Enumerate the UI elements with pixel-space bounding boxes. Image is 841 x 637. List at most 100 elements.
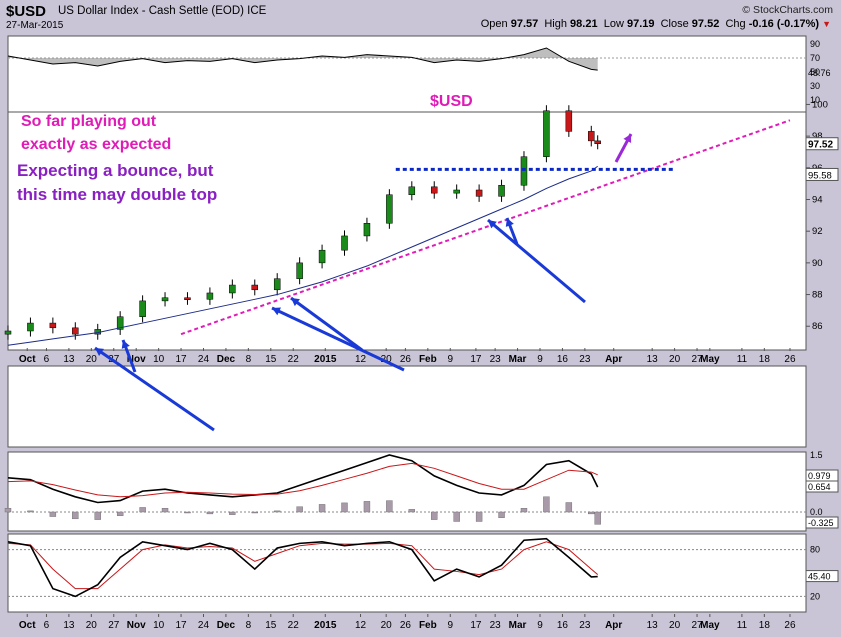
- price-current-label: 97.52: [808, 140, 833, 151]
- description-label: US Dollar Index - Cash Settle (EOD) ICE: [58, 5, 267, 17]
- macd-histogram-bar: [27, 510, 34, 513]
- macd-histogram-bar: [453, 511, 460, 522]
- x-tick-label: 23: [490, 354, 502, 365]
- x-tick-label: 23: [579, 354, 591, 365]
- arrow-dec-low-1: [271, 306, 405, 372]
- stochastic-tick-label: 20: [810, 591, 820, 601]
- candle-body: [72, 327, 79, 335]
- macd-value-label: 0.979: [808, 471, 831, 481]
- brand-label[interactable]: © StockCharts.com: [742, 4, 833, 16]
- candle-body: [139, 300, 146, 317]
- x-tick-label: 27: [691, 354, 703, 365]
- x-tick-label: 24: [198, 354, 210, 365]
- x-tick-label: 26: [784, 620, 796, 631]
- x-tick-label: 9: [537, 354, 543, 365]
- x-tick-label: 23: [490, 620, 502, 631]
- close-label: Close: [660, 18, 689, 30]
- candle-body: [296, 262, 303, 279]
- x-tick-label: 16: [557, 620, 569, 631]
- candle-body: [273, 278, 281, 291]
- x-tick-label: Dec: [217, 354, 236, 365]
- macd-histogram-bar: [386, 500, 393, 513]
- macd-histogram-bar: [431, 511, 438, 520]
- stochastic-tick-label: 80: [810, 545, 820, 555]
- open-label: Open: [480, 18, 508, 30]
- x-tick-label: 6: [44, 620, 50, 631]
- x-tick-label: 20: [381, 354, 393, 365]
- high-value: 98.21: [570, 18, 598, 30]
- x-tick-label: 18: [759, 620, 771, 631]
- arrow-feb-low-1-head: [488, 220, 497, 229]
- macd-histogram-bar: [251, 511, 258, 514]
- candle-body: [229, 284, 236, 294]
- price-tick-label: 98: [812, 131, 823, 142]
- low-value: 97.19: [626, 18, 655, 30]
- price-tick-label: 92: [812, 226, 823, 237]
- x-tick-label: 20: [669, 354, 681, 365]
- rsi-tick-label: 90: [810, 39, 820, 49]
- macd-label-box: [805, 480, 839, 493]
- x-tick-label: 23: [579, 620, 591, 631]
- candle-body: [543, 110, 550, 157]
- macd-histogram-bar: [475, 511, 483, 522]
- close-value: 97.52: [691, 18, 720, 30]
- macd-label-box: [805, 516, 839, 529]
- x-tick-label: Oct: [19, 354, 36, 365]
- stochastic-d-line: [7, 541, 599, 590]
- symbol-label: $USD: [6, 3, 47, 20]
- rsi-tick-label: 50: [810, 67, 820, 77]
- x-tick-label: 16: [557, 354, 569, 365]
- macd-histogram-bar: [139, 507, 146, 513]
- macd-histogram-bar: [72, 511, 79, 520]
- x-tick-label: Mar: [509, 620, 527, 631]
- x-tick-label: Apr: [605, 620, 622, 631]
- stochastic-k-line: [7, 537, 598, 598]
- candle-body: [594, 140, 601, 144]
- x-tick-label: 9: [537, 620, 543, 631]
- ma-current-label: 95.58: [808, 170, 832, 181]
- macd-line: [7, 454, 599, 504]
- x-tick-label: Oct: [19, 620, 36, 631]
- x-tick-label: May: [700, 354, 720, 365]
- price-tick-label: 90: [812, 258, 823, 269]
- x-tick-label: 17: [470, 620, 482, 631]
- macd-histogram-bar: [206, 511, 214, 515]
- x-tick-label: 15: [265, 620, 277, 631]
- macd-histogram-bar: [520, 508, 528, 513]
- x-tick-label: 17: [175, 354, 187, 365]
- candle-body: [206, 292, 214, 300]
- x-tick-label: 6: [44, 354, 50, 365]
- macd-value-label: -0.325: [808, 518, 834, 528]
- candle-body: [430, 186, 438, 194]
- candle-body: [453, 189, 460, 194]
- candle-body: [363, 223, 371, 237]
- x-tick-label: 20: [669, 620, 681, 631]
- annotation-line-2: exactly as expected: [21, 136, 172, 153]
- quote-bar: Open 97.57 High 98.21 Low 97.19 Close 97…: [481, 18, 831, 30]
- x-tick-label: 22: [288, 620, 300, 631]
- arrow-feb-low-1: [487, 218, 586, 304]
- macd-tick-label: 0.0: [810, 507, 823, 517]
- arrow-oct-low-head: [95, 348, 104, 357]
- high-label: High: [544, 18, 567, 30]
- x-tick-label: Feb: [419, 620, 437, 631]
- x-tick-label: 2015: [314, 620, 337, 631]
- x-tick-label: 15: [265, 354, 277, 365]
- candle-body: [565, 110, 573, 132]
- x-tick-label: 27: [108, 620, 120, 631]
- macd-value-label: 0.654: [808, 482, 831, 492]
- chg-value: -0.16 (-0.17%): [748, 18, 820, 30]
- x-tick-label: 10: [153, 620, 165, 631]
- x-tick-label: 13: [647, 354, 659, 365]
- stochastic-panel: [7, 533, 807, 613]
- candle-body: [408, 186, 416, 195]
- x-tick-label: 27: [691, 620, 703, 631]
- price-tick-label: 88: [812, 290, 823, 301]
- annotation-line-4: this time may double top: [17, 185, 218, 204]
- candle-body: [116, 316, 124, 330]
- volume-panel: [7, 365, 807, 448]
- x-tick-label: May: [700, 620, 720, 631]
- x-tick-label: 8: [246, 620, 252, 631]
